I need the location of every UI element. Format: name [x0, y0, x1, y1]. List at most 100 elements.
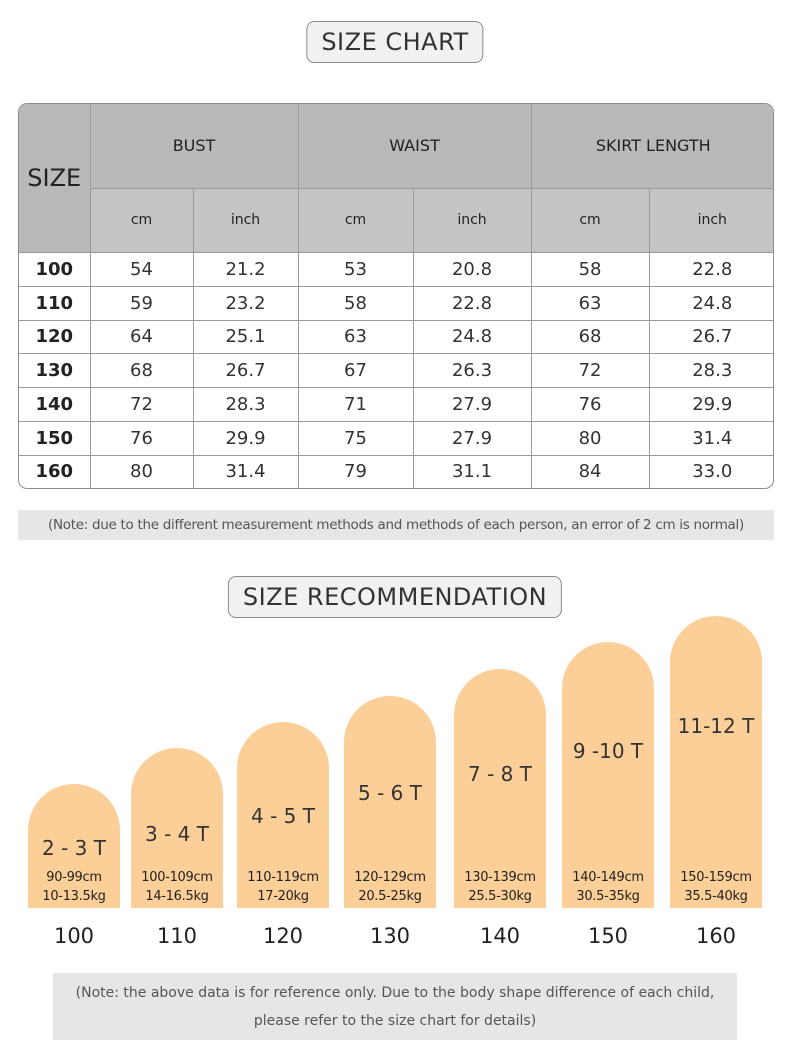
age-range-label: 9 -10 T: [572, 739, 644, 763]
reference-note-line-1: (Note: the above data is for reference o…: [75, 985, 715, 1001]
size-arch: 5 - 6 T 120-129cm 20.5-25kg: [344, 696, 436, 908]
height-range: 100-109cm: [141, 870, 213, 885]
measurement-cell: 29.9: [648, 387, 773, 422]
size-arch: 7 - 8 T 130-139cm 25.5-30kg: [454, 669, 546, 908]
unit-header: inch: [648, 187, 773, 254]
measurement-cell: 21.2: [192, 252, 299, 287]
unit-header: cm: [297, 187, 414, 254]
measurement-cell: 28.3: [648, 353, 773, 389]
age-range-label: 11-12 T: [677, 714, 755, 738]
height-range: 140-149cm: [572, 870, 644, 885]
reference-note-line-2: please refer to the size chart for detai…: [253, 1013, 537, 1029]
measurement-cell: 84: [530, 454, 650, 488]
height-range: 90-99cm: [46, 870, 102, 885]
size-label: 120: [262, 924, 304, 948]
size-column-header: SIZE: [19, 104, 91, 254]
size-arch: 9 -10 T 140-149cm 30.5-35kg: [562, 642, 654, 908]
age-range-label: 4 - 5 T: [251, 804, 315, 828]
measurement-cell: 72: [89, 387, 194, 422]
measurement-cell: 71: [297, 387, 414, 422]
measurement-cell: 80: [530, 420, 650, 456]
measurement-cell: 63: [530, 285, 650, 321]
size-cell: 130: [19, 353, 91, 389]
measurement-note: (Note: due to the different measurement …: [18, 510, 774, 540]
measurement-cell: 27.9: [412, 420, 532, 456]
measurement-cell: 31.4: [648, 420, 773, 456]
height-range: 110-119cm: [247, 870, 319, 885]
body-measurements: 130-139cm 25.5-30kg: [454, 868, 546, 908]
table-row: 110 59 23.2 58 22.8 63 24.8: [19, 285, 773, 321]
measurement-cell: 28.3: [192, 387, 299, 422]
size-cell: 140: [19, 387, 91, 422]
skirt-length-header: SKIRT LENGTH: [530, 104, 773, 189]
bust-header: BUST: [89, 104, 299, 189]
height-range: 120-129cm: [354, 870, 426, 885]
measurement-cell: 26.3: [412, 353, 532, 389]
table-row: 140 72 28.3 71 27.9 76 29.9: [19, 387, 773, 422]
table-row: 150 76 29.9 75 27.9 80 31.4: [19, 420, 773, 456]
measurement-cell: 24.8: [648, 285, 773, 321]
table-row: 100 54 21.2 53 20.8 58 22.8: [19, 252, 773, 287]
height-range: 150-159cm: [680, 870, 752, 885]
reference-note: (Note: the above data is for reference o…: [53, 973, 737, 1040]
weight-range: 30.5-35kg: [576, 889, 640, 904]
unit-header: cm: [90, 187, 194, 254]
height-range: 130-139cm: [464, 870, 536, 885]
measurement-cell: 76: [89, 420, 194, 456]
size-arch: 11-12 T 150-159cm 35.5-40kg: [670, 616, 762, 908]
weight-range: 17-20kg: [257, 889, 309, 904]
size-cell: 100: [19, 252, 91, 287]
table-row: 160 80 31.4 79 31.1 84 33.0: [19, 454, 773, 488]
measurement-cell: 31.4: [192, 454, 299, 488]
measurement-cell: 63: [297, 319, 414, 355]
size-label: 110: [156, 924, 198, 948]
size-label: 130: [369, 924, 411, 948]
measurement-cell: 29.9: [192, 420, 299, 456]
body-measurements: 110-119cm 17-20kg: [237, 868, 329, 908]
measurement-cell: 68: [530, 319, 650, 355]
measurement-cell: 31.1: [412, 454, 532, 488]
measurement-cell: 27.9: [412, 387, 532, 422]
weight-range: 14-16.5kg: [145, 889, 209, 904]
size-label: 160: [695, 924, 737, 948]
size-arch: 4 - 5 T 110-119cm 17-20kg: [237, 722, 329, 908]
table-row: 130 68 26.7 67 26.3 72 28.3: [19, 353, 773, 389]
size-label: 140: [479, 924, 521, 948]
age-range-label: 2 - 3 T: [42, 836, 106, 860]
measurement-cell: 26.7: [192, 353, 299, 389]
measurement-cell: 20.8: [412, 252, 532, 287]
weight-range: 35.5-40kg: [684, 889, 748, 904]
measurement-cell: 26.7: [648, 319, 773, 355]
size-cell: 150: [19, 420, 91, 456]
measurement-cell: 33.0: [648, 454, 773, 488]
measurement-cell: 68: [89, 353, 194, 389]
measurement-cell: 22.8: [412, 285, 532, 321]
measurement-cell: 53: [297, 252, 414, 287]
weight-range: 20.5-25kg: [358, 889, 422, 904]
measurement-cell: 75: [297, 420, 414, 456]
measurement-cell: 58: [297, 285, 414, 321]
size-chart-title: SIZE CHART: [306, 21, 484, 63]
measurement-cell: 54: [89, 252, 194, 287]
measurement-cell: 22.8: [648, 252, 773, 287]
measurement-cell: 24.8: [412, 319, 532, 355]
unit-header: inch: [192, 187, 299, 254]
table-row: 120 64 25.1 63 24.8 68 26.7: [19, 319, 773, 355]
measurement-cell: 72: [530, 353, 650, 389]
weight-range: 10-13.5kg: [42, 889, 106, 904]
measurement-cell: 76: [530, 387, 650, 422]
waist-header: WAIST: [297, 104, 532, 189]
unit-header: inch: [412, 187, 532, 254]
size-cell: 110: [19, 285, 91, 321]
body-measurements: 150-159cm 35.5-40kg: [670, 868, 762, 908]
measurement-cell: 58: [530, 252, 650, 287]
measurement-cell: 23.2: [192, 285, 299, 321]
body-measurements: 100-109cm 14-16.5kg: [131, 868, 223, 908]
size-arch: 3 - 4 T 100-109cm 14-16.5kg: [131, 748, 223, 908]
size-cell: 160: [19, 454, 91, 488]
body-measurements: 90-99cm 10-13.5kg: [28, 868, 120, 908]
body-measurements: 120-129cm 20.5-25kg: [344, 868, 436, 908]
age-range-label: 5 - 6 T: [358, 781, 422, 805]
measurement-cell: 79: [297, 454, 414, 488]
size-label: 150: [587, 924, 629, 948]
